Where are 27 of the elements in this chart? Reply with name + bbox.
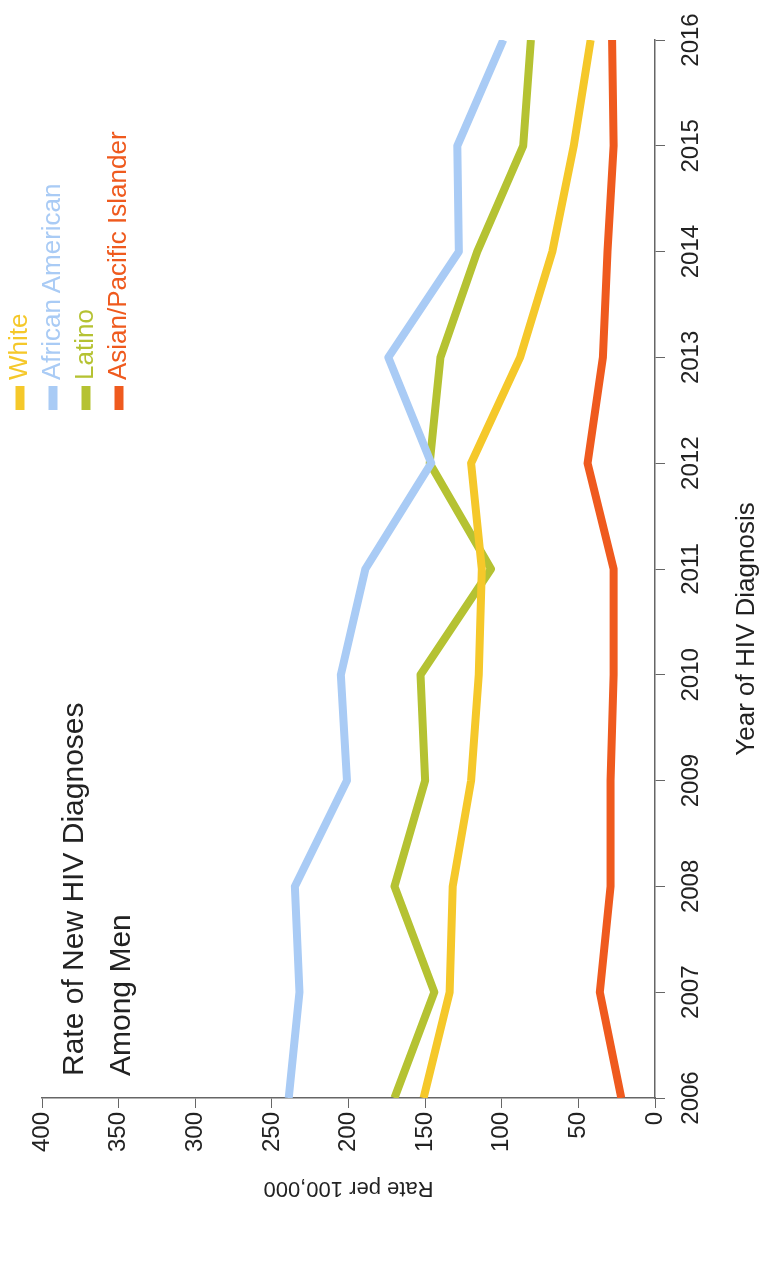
text: Asian/Pacific Islander <box>102 131 133 380</box>
x-tick-label: 300 <box>179 1112 207 1153</box>
y-tick-label: 2014 <box>675 224 703 279</box>
text: Latino <box>69 309 100 380</box>
x-tick-label: 150 <box>409 1112 437 1153</box>
x-tick-label: 100 <box>486 1112 514 1153</box>
y-tick-label: 2011 <box>675 543 703 595</box>
y-tick-label: 2007 <box>675 965 703 1019</box>
y-tick-label: 2016 <box>675 13 703 67</box>
y-tick-label: 2012 <box>675 436 703 490</box>
text: White <box>3 313 34 380</box>
y-tick-label: 2006 <box>675 1071 703 1125</box>
x-tick-label: 0 <box>639 1112 667 1126</box>
x-tick-label: 350 <box>103 1112 131 1153</box>
x-axis-title: Rate per 100,000 <box>263 1176 434 1202</box>
x-tick-label: 250 <box>256 1112 284 1153</box>
x-tick-label: 200 <box>333 1112 361 1153</box>
y-tick-label: 2008 <box>675 859 703 914</box>
x-tick-label: 50 <box>563 1112 590 1139</box>
y-tick-label: 2013 <box>675 330 703 385</box>
text: African American <box>36 183 67 380</box>
x-tick-label: 400 <box>26 1112 54 1153</box>
y-tick-label: 2010 <box>675 648 703 702</box>
y-axis-title: Year of HIV Diagnosis <box>730 502 761 756</box>
y-tick-label: 2015 <box>675 119 703 173</box>
text: Rate of New HIV Diagnoses Among Men <box>56 702 137 1076</box>
y-tick-label: 2009 <box>675 753 703 808</box>
